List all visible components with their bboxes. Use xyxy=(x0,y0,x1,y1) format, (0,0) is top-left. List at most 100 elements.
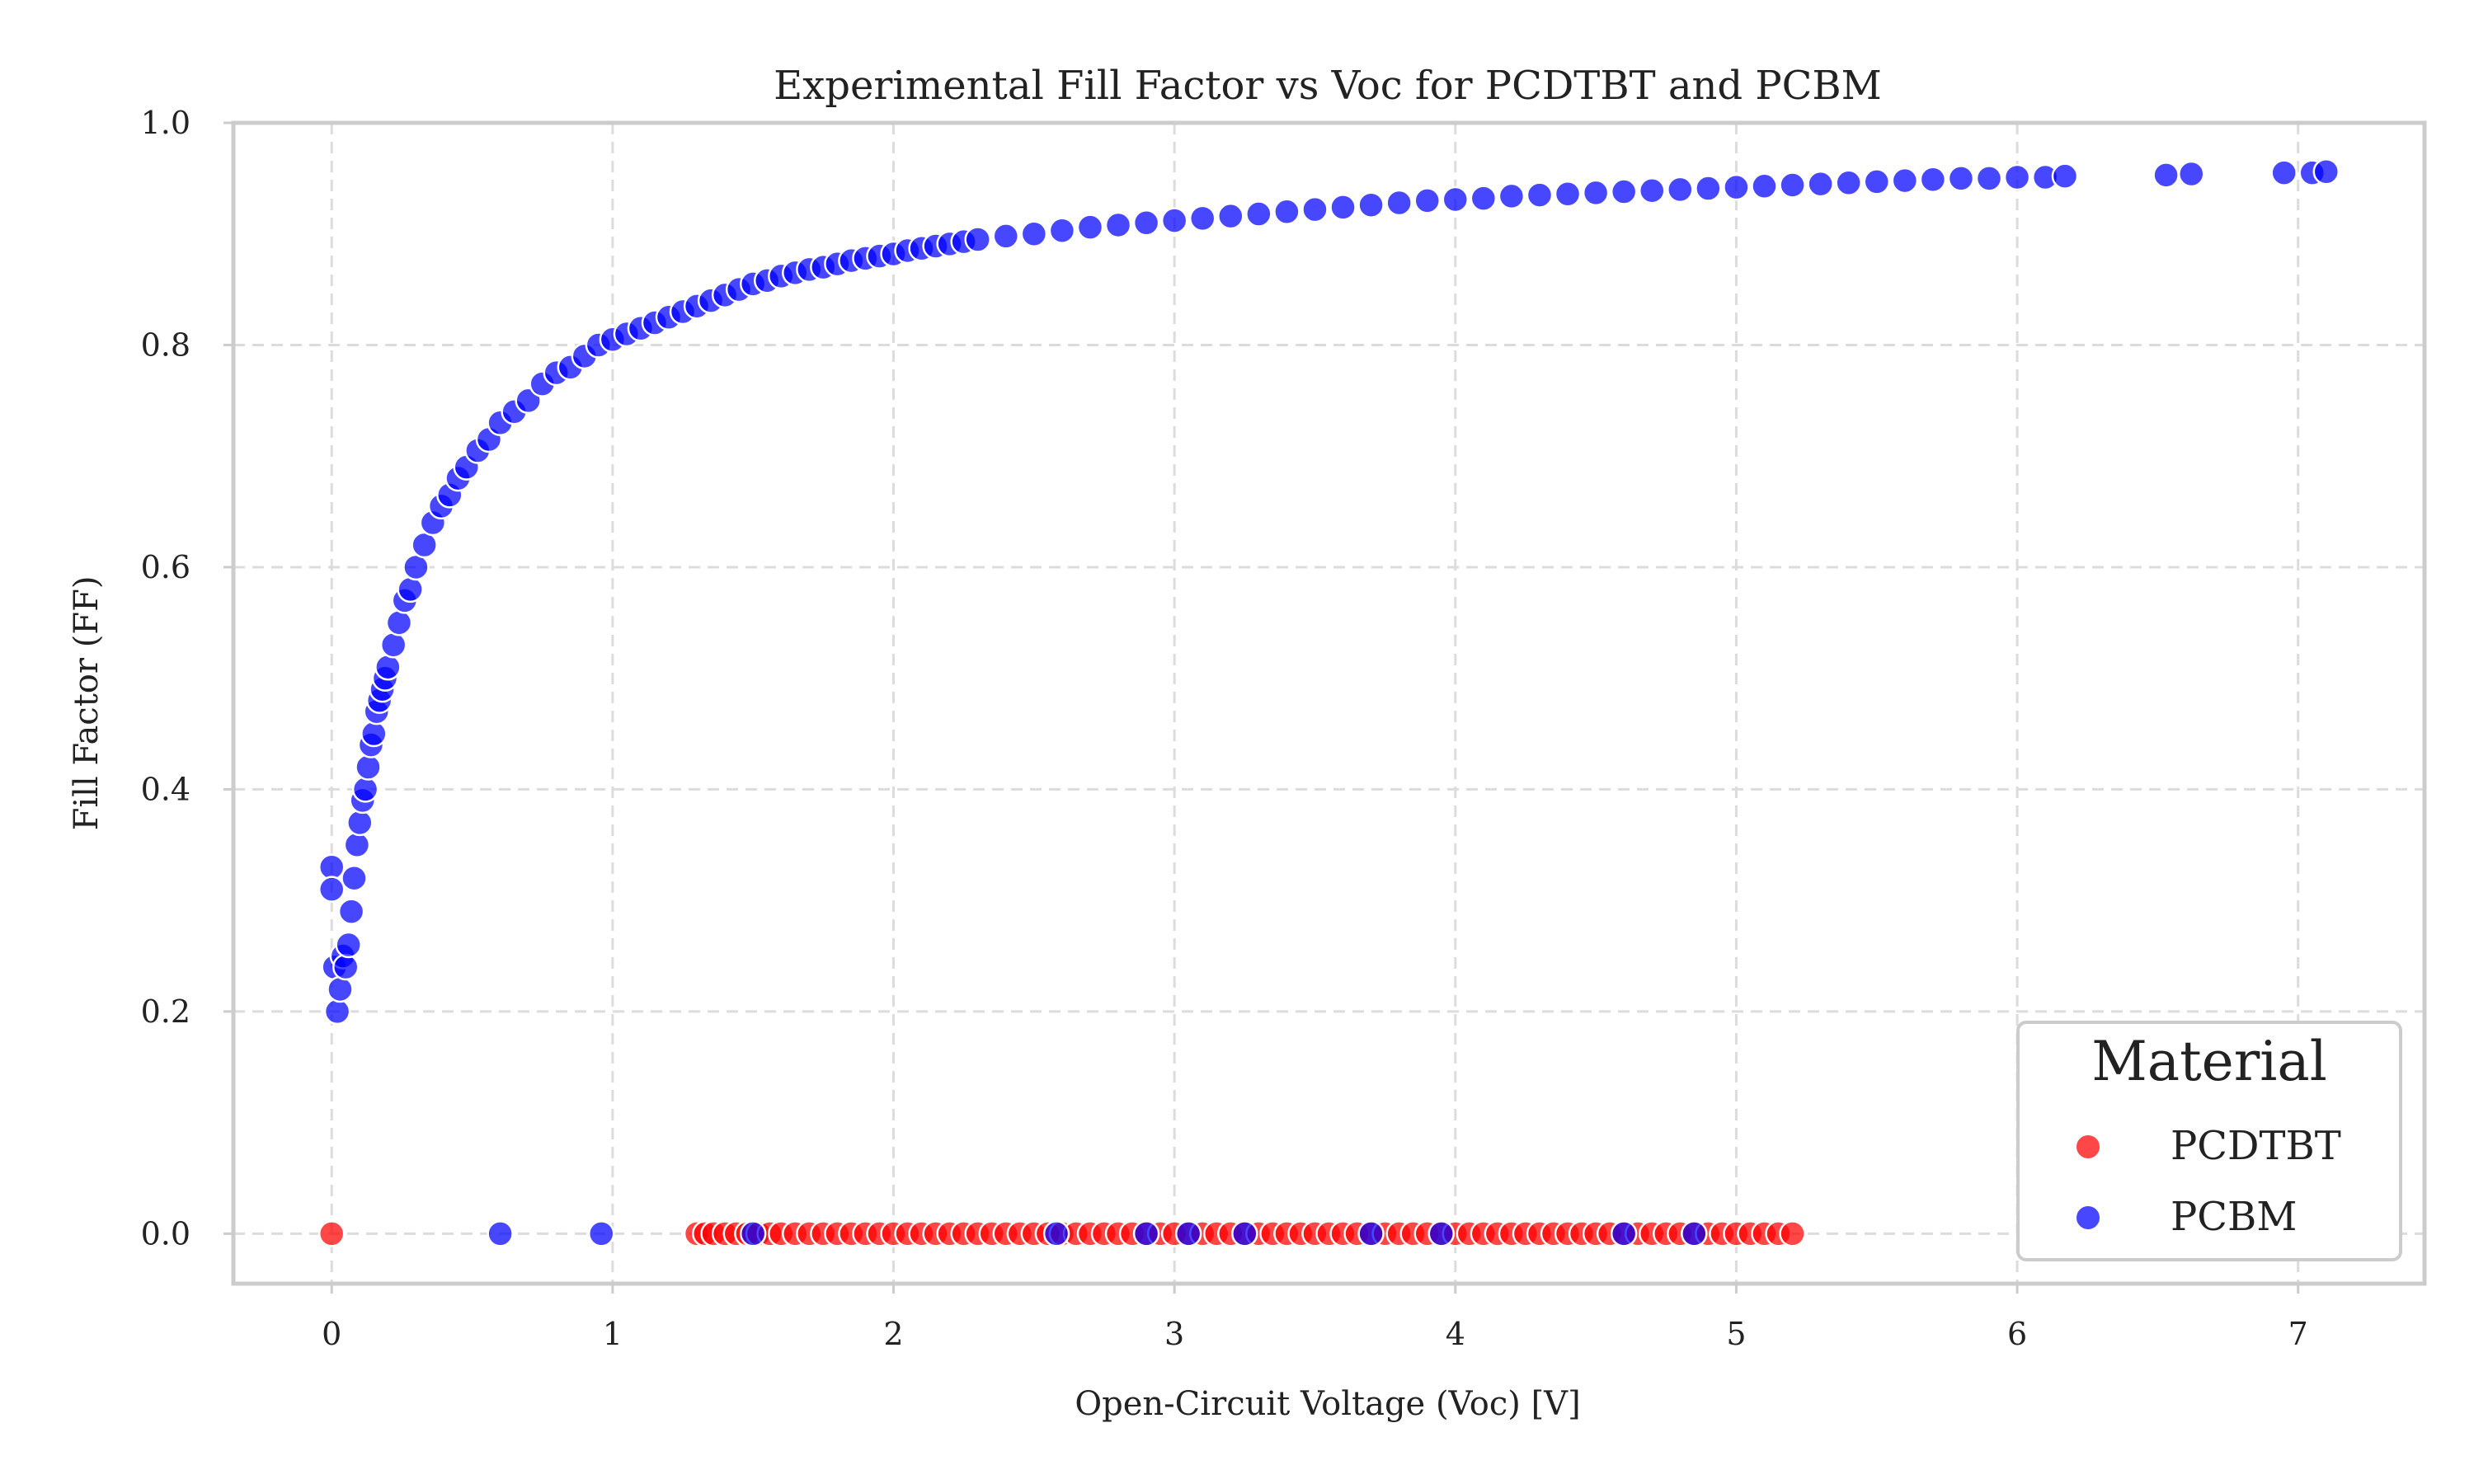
data-point-pcbm xyxy=(335,931,362,959)
x-tick-label: 5 xyxy=(1726,1316,1746,1352)
legend-label-pcbm: PCBM xyxy=(2171,1194,2297,1240)
data-point-pcbm xyxy=(1919,166,1947,193)
data-point-pcbm xyxy=(1357,191,1385,218)
data-point-pcbm xyxy=(992,223,1020,250)
data-point-pcbm xyxy=(1610,1220,1638,1247)
x-axis-label: Open-Circuit Voltage (Voc) [V] xyxy=(1075,1385,1580,1423)
data-point-pcbm xyxy=(1188,204,1216,232)
x-tick-label: 7 xyxy=(2288,1316,2308,1352)
data-point-pcbm xyxy=(385,609,413,636)
data-point-pcbm xyxy=(1947,165,1975,192)
data-point-pcbm xyxy=(341,864,368,892)
legend-title: Material xyxy=(2091,1030,2327,1093)
data-point-pcbm xyxy=(1526,181,1554,209)
data-point-pcbm xyxy=(1442,186,1470,214)
data-point-pcbm xyxy=(317,876,346,903)
data-point-pcbm xyxy=(1042,1220,1070,1247)
data-point-pcbm xyxy=(1020,220,1048,247)
data-point-pcbm xyxy=(487,1220,514,1247)
data-point-pcbm xyxy=(379,632,407,659)
data-point-pcbm xyxy=(1638,176,1666,204)
legend-marker-pcdtbt xyxy=(2075,1134,2101,1160)
data-point-pcbm xyxy=(2270,159,2298,186)
x-tick-label: 6 xyxy=(2007,1316,2027,1352)
x-tick-label: 0 xyxy=(322,1316,341,1352)
x-tick-label: 2 xyxy=(883,1316,903,1352)
axis-ticks: 0 1 2 3 4 5 6 7 0.0 0.2 0.4 0.6 0.8 1.0 xyxy=(141,105,2308,1352)
data-point-pcbm xyxy=(2152,162,2180,189)
data-point-pcbm xyxy=(1217,202,1244,230)
data-point-pcbm xyxy=(346,809,374,837)
data-points xyxy=(317,158,2340,1247)
y-tick-label: 0.6 xyxy=(141,549,190,585)
data-point-pcbm xyxy=(1779,171,1806,199)
data-point-pcbm xyxy=(1835,169,1862,197)
data-point-pcbm xyxy=(1751,172,1778,200)
data-point-pcbm xyxy=(1231,1220,1258,1247)
data-point-pcbm xyxy=(2178,160,2205,188)
data-point-pcbm xyxy=(739,1220,767,1247)
data-point-pcbm xyxy=(964,226,991,253)
data-point-pcbm xyxy=(1329,194,1357,221)
data-point-pcbm xyxy=(317,853,346,881)
y-axis-label: Fill Factor (FF) xyxy=(68,576,106,831)
y-tick-label: 0.0 xyxy=(141,1215,190,1252)
data-point-pcbm xyxy=(1667,176,1694,204)
data-point-pcbm xyxy=(1681,1220,1708,1247)
data-point-pcbm xyxy=(355,754,382,781)
data-point-pcbm xyxy=(587,1220,615,1247)
x-tick-label: 4 xyxy=(1446,1316,1465,1352)
x-tick-label: 3 xyxy=(1164,1316,1184,1352)
legend-box xyxy=(2016,1021,2402,1261)
data-point-pcdtbt xyxy=(317,1220,346,1247)
data-point-pcbm xyxy=(351,776,379,803)
data-point-pcbm xyxy=(1174,1220,1202,1247)
data-point-pcbm xyxy=(1385,189,1413,217)
data-point-pcbm xyxy=(1975,165,2003,192)
data-point-pcbm xyxy=(1723,173,1750,201)
data-point-pcbm xyxy=(1807,170,1834,198)
data-point-pcbm xyxy=(1427,1220,1456,1247)
data-point-pcbm xyxy=(374,653,402,681)
data-point-pcdtbt xyxy=(1779,1220,1806,1247)
data-point-pcbm xyxy=(1498,182,1526,210)
data-point-pcbm xyxy=(2051,162,2079,190)
data-point-pcbm xyxy=(343,831,371,859)
legend: Material PCDTBT PCBM xyxy=(2016,1021,2402,1261)
data-point-pcbm xyxy=(1470,185,1498,212)
data-point-pcbm xyxy=(1076,214,1104,241)
data-point-pcbm xyxy=(1610,178,1638,205)
data-point-pcbm xyxy=(402,553,430,581)
y-tick-label: 1.0 xyxy=(141,105,190,141)
y-tick-label: 0.8 xyxy=(141,326,190,363)
data-point-pcbm xyxy=(1132,1220,1160,1247)
legend-label-pcdtbt: PCDTBT xyxy=(2171,1123,2341,1169)
data-point-pcbm xyxy=(1357,1220,1385,1247)
data-point-pcbm xyxy=(1245,200,1272,228)
data-point-pcbm xyxy=(1695,175,1722,202)
data-point-pcbm xyxy=(1160,207,1188,234)
data-point-pcbm xyxy=(2312,158,2340,186)
data-point-pcbm xyxy=(1104,211,1132,239)
data-point-pcbm xyxy=(1582,179,1610,207)
data-point-pcbm xyxy=(360,720,388,748)
y-tick-label: 0.4 xyxy=(141,771,190,807)
data-point-pcbm xyxy=(332,953,360,981)
data-point-pcbm xyxy=(323,998,351,1026)
plot-frame xyxy=(231,120,2427,1286)
data-point-pcbm xyxy=(1863,168,1890,195)
data-point-pcbm xyxy=(1132,209,1160,237)
data-point-pcbm xyxy=(2003,163,2031,191)
chart-title: Experimental Fill Factor vs Voc for PCDT… xyxy=(774,63,1882,109)
data-point-pcbm xyxy=(1891,167,1919,195)
data-point-pcbm xyxy=(397,575,424,603)
data-point-pcbm xyxy=(1413,187,1441,214)
data-point-pcbm xyxy=(327,975,354,1003)
data-point-pcbm xyxy=(1273,198,1300,226)
data-point-pcbm xyxy=(1301,195,1329,223)
legend-marker-pcbm xyxy=(2075,1205,2101,1231)
y-tick-label: 0.2 xyxy=(141,993,190,1030)
data-point-pcbm xyxy=(337,898,365,925)
data-point-pcbm xyxy=(1554,180,1582,208)
